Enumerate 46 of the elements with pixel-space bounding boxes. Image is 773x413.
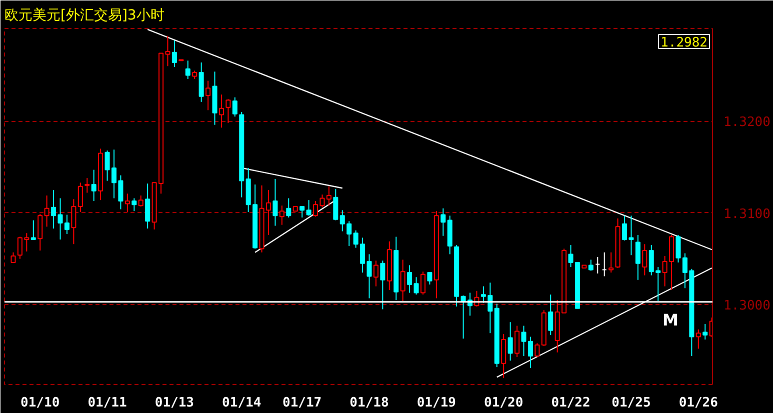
x-tick-label: 01/14 (222, 396, 262, 410)
candlestick (407, 264, 412, 294)
candlestick (447, 215, 452, 255)
candlestick (78, 182, 83, 213)
candlestick (340, 210, 345, 232)
y-tick-label: 1.3200 (724, 115, 770, 130)
candlestick (635, 234, 640, 280)
x-tick-label: 01/26 (678, 396, 718, 410)
candlestick (440, 208, 446, 236)
candlestick (44, 194, 50, 228)
candlestick (98, 148, 104, 201)
x-tick-label: 01/20 (484, 396, 524, 410)
candlestick (642, 244, 648, 276)
y-tick-label: 1.3100 (724, 206, 770, 222)
candlestick (279, 205, 284, 226)
y-tick-label: 1.3000 (724, 298, 770, 314)
candlestick (212, 71, 218, 126)
x-tick-label: 01/22 (551, 396, 590, 410)
x-tick-label: 01/25 (612, 396, 651, 410)
candlestick (501, 334, 506, 379)
candlestick (132, 198, 137, 212)
x-tick-label: 01/17 (282, 396, 322, 410)
candlestick (218, 94, 224, 128)
x-tick-label: 01/11 (88, 396, 128, 410)
candlestick (346, 220, 352, 246)
x-tick-label: 01/13 (154, 396, 194, 410)
x-tick-label: 01/10 (20, 396, 60, 410)
candlestick (124, 193, 130, 213)
candlestick (272, 178, 278, 226)
candlestick (84, 178, 90, 194)
candlestick (326, 186, 332, 206)
x-tick-label: 01/19 (416, 396, 456, 410)
annotation: 1.2982 (660, 36, 708, 50)
candlestick (71, 198, 76, 245)
candlestick (386, 240, 392, 290)
candlestick (400, 259, 406, 302)
candlestick (394, 236, 399, 301)
annotation: M (662, 310, 678, 330)
candlestick (508, 322, 513, 362)
x-tick-label: 01/18 (350, 396, 389, 410)
chart-title: 欧元美元[外汇交易]3小时 (4, 8, 164, 24)
candlestick (198, 62, 204, 102)
candlestick (380, 260, 386, 310)
candlestick (206, 80, 211, 111)
candlestick (91, 169, 96, 202)
candlestick (145, 183, 150, 230)
